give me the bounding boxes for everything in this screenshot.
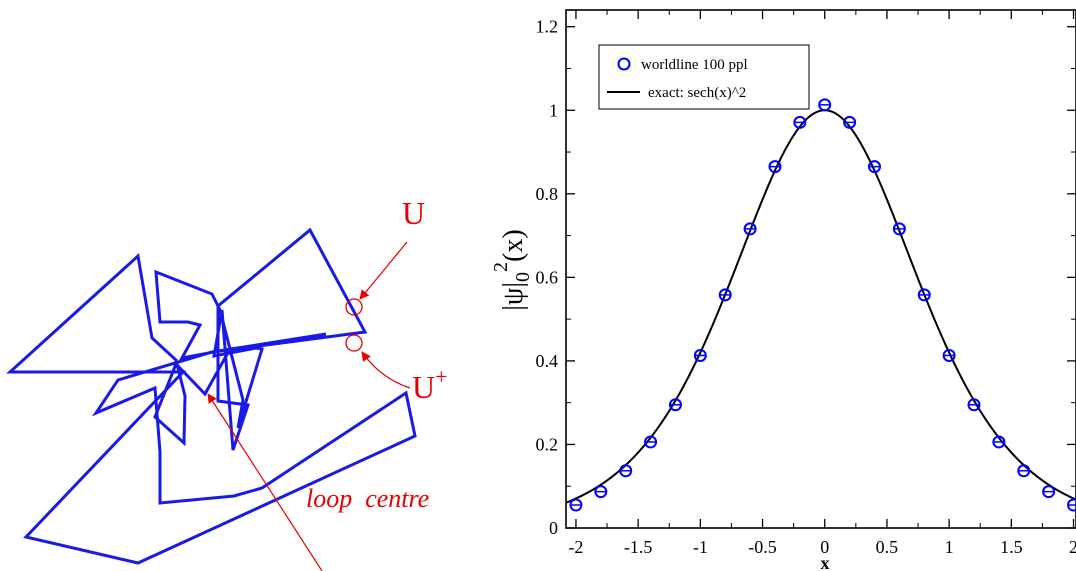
y-tick-label: 1: [549, 100, 558, 120]
u-plus-arrow: [361, 351, 411, 389]
y-tick-label: 0: [549, 518, 558, 538]
label-u: U: [402, 195, 425, 231]
data-point-marker: [843, 115, 857, 129]
data-point: [1017, 464, 1031, 478]
data-point: [942, 348, 956, 362]
data-point: [793, 115, 807, 129]
data-point: [818, 98, 832, 112]
data-point-marker: [619, 464, 633, 478]
data-point-marker: [743, 222, 757, 236]
series-group: [565, 98, 1076, 512]
data-point: [569, 498, 583, 512]
data-point: [1042, 485, 1056, 499]
data-point-marker: [1067, 498, 1076, 512]
data-point-marker: [594, 485, 608, 499]
legend: worldline 100 ppl exact: sech(x)^2: [598, 44, 810, 110]
data-point-marker: [768, 160, 782, 174]
u-arrow: [359, 241, 408, 300]
data-point: [693, 348, 707, 362]
data-point-marker: [967, 398, 981, 412]
data-point-marker: [867, 160, 881, 174]
x-tick-label: 1: [945, 537, 954, 557]
data-point: [743, 222, 757, 236]
label-u-plus-base: U: [412, 369, 435, 405]
data-point: [1067, 498, 1076, 512]
loop-centre-arrow: [207, 393, 323, 571]
plot-frame: [565, 9, 1076, 529]
data-point-marker: [668, 398, 682, 412]
series-exact-line: [565, 109, 1076, 504]
data-point-marker: [569, 498, 583, 512]
y-axis-label-subscript: 0: [512, 272, 534, 282]
legend-label-exact: exact: sech(x)^2: [648, 85, 746, 101]
density-chart: -2 -1.5 -1 -0.5 0 0.5 1 1.5 2 00.20.40.60.811.2 …: [490, 9, 1076, 571]
data-point-marker: [644, 435, 658, 449]
data-point-marker: [693, 348, 707, 362]
data-point-marker: [718, 288, 732, 302]
data-point-marker: [793, 115, 807, 129]
label-loop-centre: loop centre: [306, 484, 429, 513]
x-tick-label: 0.5: [876, 537, 899, 557]
data-point: [594, 485, 608, 499]
data-point: [768, 160, 782, 174]
y-tick-label: 0.2: [536, 434, 559, 454]
x-tick-label: -1: [693, 537, 708, 557]
x-axis-label: x: [821, 553, 830, 571]
data-point: [917, 288, 931, 302]
data-point-marker: [942, 348, 956, 362]
x-tick-label: 1.5: [1000, 537, 1023, 557]
data-point-marker: [1042, 485, 1056, 499]
y-tick-label: 0.4: [536, 351, 559, 371]
x-tick-label: 2: [1069, 537, 1076, 557]
data-point: [967, 398, 981, 412]
y-axis-label-superscript: 2: [490, 262, 512, 272]
y-axis-label: |ψ|02(x): [490, 229, 534, 310]
data-point: [892, 222, 906, 236]
label-u-plus: U+: [412, 364, 448, 405]
u-marker-circle: [345, 298, 363, 316]
y-tick-label: 1.2: [536, 17, 559, 37]
label-u-plus-superscript: +: [435, 364, 447, 389]
y-axis: 0 0.2 0.4 0.6 0.8 1 1.2: [536, 17, 1076, 538]
legend-marker-worldline: [617, 57, 631, 71]
data-point-marker: [818, 98, 832, 112]
x-axis: -2 -1.5 -1 -0.5 0 0.5 1 1.5 2: [568, 10, 1076, 557]
x-tick-label: -1.5: [624, 537, 653, 557]
y-axis-label-main: |ψ|: [498, 282, 529, 311]
y-axis-label-tail: (x): [498, 229, 529, 262]
data-point-marker: [992, 435, 1006, 449]
data-point: [867, 160, 881, 174]
x-tick-label: -0.5: [748, 537, 777, 557]
data-point: [644, 435, 658, 449]
data-point-marker: [917, 288, 931, 302]
data-point: [992, 435, 1006, 449]
data-point: [843, 115, 857, 129]
worldline-loop: [6, 227, 417, 565]
data-point: [668, 398, 682, 412]
data-point-marker: [892, 222, 906, 236]
legend-box: [598, 44, 810, 110]
u-plus-marker-circle: [345, 334, 363, 352]
y-tick-label: 0.8: [536, 184, 559, 204]
y-tick-label: 0.6: [536, 267, 559, 287]
loop-diagram: U U+ loop centre: [6, 195, 448, 571]
data-point: [718, 288, 732, 302]
legend-label-worldline: worldline 100 ppl: [641, 57, 748, 73]
data-point: [619, 464, 633, 478]
data-point-marker: [1017, 464, 1031, 478]
x-tick-label: 0: [820, 537, 829, 557]
x-tick-label: -2: [568, 537, 583, 557]
